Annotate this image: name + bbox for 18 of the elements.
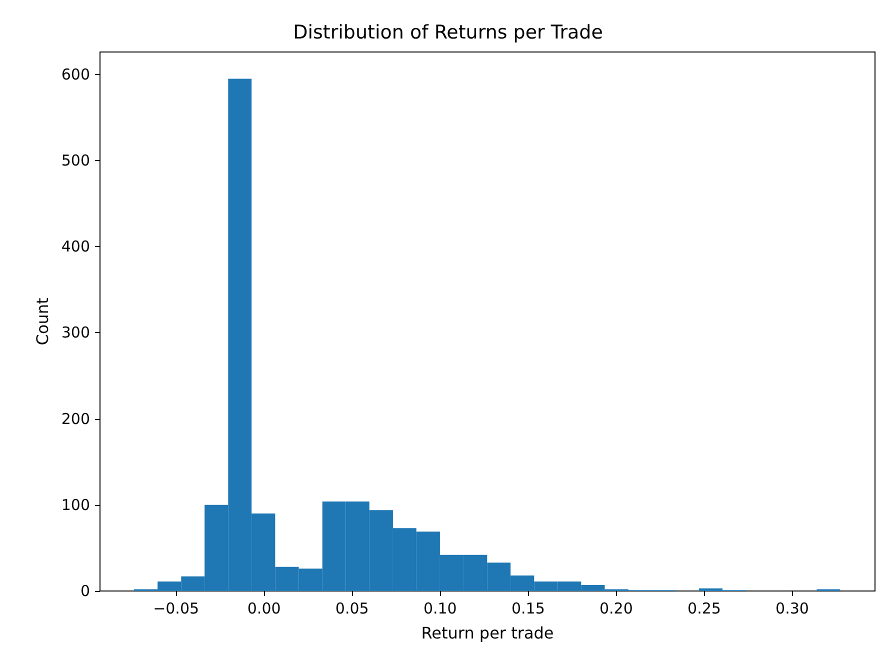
y-tick-label: 300 [61, 324, 90, 342]
x-tick-label: 0.05 [335, 600, 369, 618]
x-tick-label: −0.05 [153, 600, 200, 618]
x-tick-label: 0.20 [599, 600, 633, 618]
y-axis-title: Count [32, 298, 52, 346]
x-tick-label: 0.10 [423, 600, 457, 618]
x-tick-label: 0.30 [776, 600, 809, 618]
y-tick-label: 0 [80, 582, 90, 600]
y-tick-label: 100 [61, 496, 90, 514]
x-tick-label: 0.00 [247, 600, 281, 618]
x-tick-label: 0.25 [688, 600, 721, 618]
y-tick-label: 500 [61, 151, 90, 170]
y-tick-label: 600 [61, 65, 90, 84]
x-tick-label: 0.15 [511, 600, 545, 618]
chart-title: Distribution of Returns per Trade [293, 22, 603, 44]
x-axis-title: Return per trade [421, 624, 554, 642]
y-tick-label: 200 [61, 410, 90, 428]
y-tick-label: 400 [61, 238, 90, 256]
